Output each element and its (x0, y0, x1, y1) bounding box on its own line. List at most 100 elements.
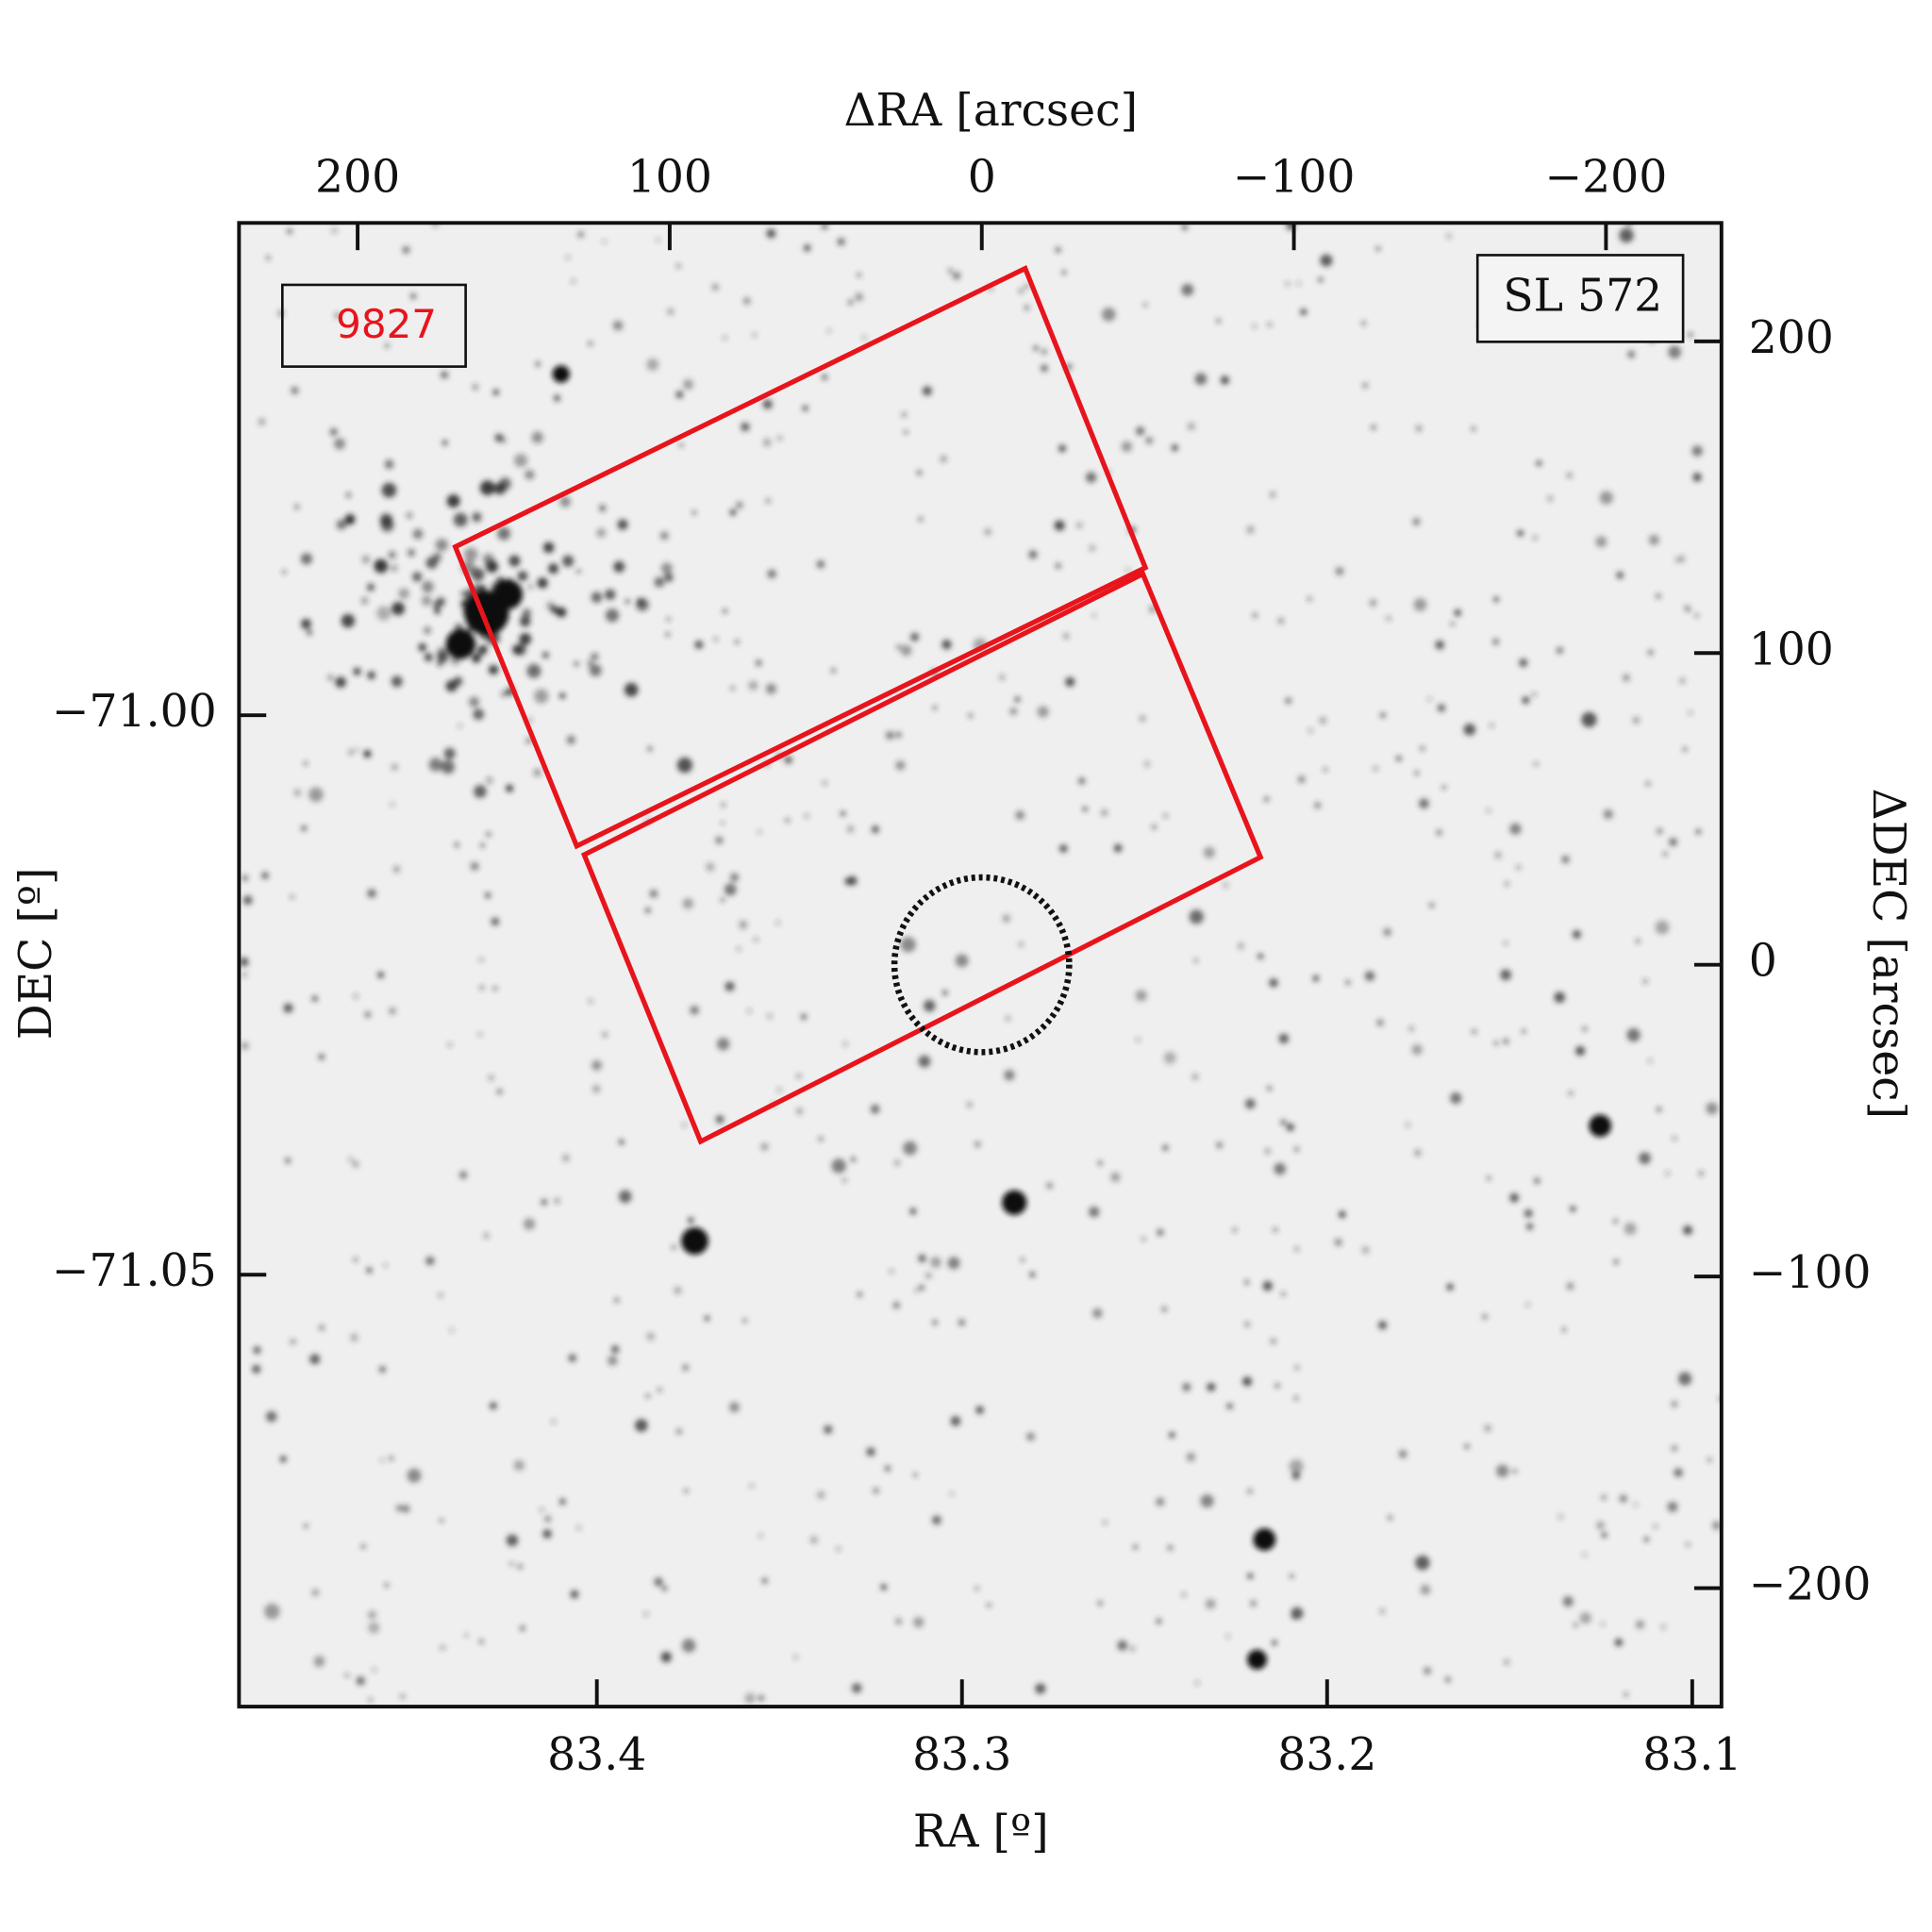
star (542, 1529, 552, 1539)
star (1635, 939, 1641, 943)
star (1671, 1445, 1677, 1452)
star (1149, 606, 1157, 613)
star (1619, 1494, 1627, 1503)
star (279, 1456, 287, 1463)
star (1267, 322, 1273, 327)
star (1216, 1141, 1224, 1149)
star (425, 1256, 435, 1266)
star (367, 1610, 377, 1620)
star (391, 763, 398, 771)
footprint (580, 570, 1264, 1145)
star (681, 1639, 696, 1653)
star (1033, 345, 1039, 351)
star (1364, 971, 1375, 981)
star (478, 1639, 484, 1644)
star (1655, 920, 1670, 935)
star (1493, 596, 1499, 603)
star (535, 361, 541, 367)
star (1647, 649, 1654, 656)
star (313, 1656, 325, 1667)
star (713, 637, 718, 641)
star (1504, 1658, 1510, 1665)
star (605, 589, 616, 600)
star (762, 438, 772, 447)
star (1156, 1618, 1162, 1624)
star (840, 810, 846, 817)
star (531, 431, 543, 443)
star (576, 569, 581, 574)
star (571, 278, 575, 284)
star (1494, 851, 1502, 859)
star (1216, 318, 1221, 324)
top-tick-label: 200 (315, 152, 400, 204)
star (1205, 1598, 1216, 1609)
star (1163, 1051, 1176, 1064)
star (756, 659, 762, 667)
star (1665, 1171, 1670, 1176)
star (484, 891, 491, 899)
bottom-tick-label: 83.1 (1642, 1729, 1741, 1781)
star (679, 442, 684, 447)
star (341, 613, 356, 628)
star (1601, 1494, 1607, 1501)
star (541, 651, 549, 659)
star (479, 480, 495, 496)
star (605, 608, 620, 623)
star (1525, 1302, 1530, 1307)
star (824, 1424, 833, 1434)
star (1286, 1123, 1294, 1131)
star (1495, 1464, 1509, 1478)
star (857, 273, 861, 277)
star (367, 889, 376, 898)
star (294, 504, 300, 509)
star (1225, 1634, 1230, 1639)
star (1289, 1458, 1304, 1474)
star (818, 1136, 824, 1141)
star (519, 615, 531, 627)
star (1194, 373, 1208, 386)
star (1516, 865, 1521, 870)
star (667, 308, 675, 315)
star (377, 971, 385, 978)
star (438, 1292, 443, 1298)
star (1274, 1162, 1287, 1175)
star (1600, 1622, 1605, 1626)
star (1186, 1452, 1196, 1462)
star (1097, 1160, 1103, 1166)
star (664, 573, 674, 582)
star (1662, 852, 1668, 857)
star (1203, 846, 1215, 858)
star (242, 972, 248, 978)
star (974, 1586, 979, 1591)
star (283, 1003, 293, 1013)
star (1167, 1544, 1174, 1551)
star (1603, 808, 1613, 820)
star (481, 644, 488, 651)
star (566, 735, 575, 744)
star (1018, 941, 1024, 947)
star (1509, 1192, 1520, 1203)
star (1522, 1029, 1526, 1034)
star (242, 895, 253, 906)
star (1277, 617, 1285, 625)
star (610, 1344, 620, 1354)
star (711, 283, 719, 291)
star (1246, 525, 1255, 534)
star (1691, 445, 1703, 457)
star (1110, 1172, 1121, 1182)
star (1181, 283, 1194, 296)
star (398, 588, 409, 599)
star (1274, 1383, 1280, 1389)
star (389, 1008, 396, 1015)
star (1695, 828, 1702, 835)
star (541, 1198, 548, 1206)
star (1152, 824, 1157, 829)
star (952, 271, 961, 280)
star (1557, 1514, 1563, 1520)
star (1296, 281, 1301, 286)
star (587, 659, 593, 667)
star (1562, 1596, 1574, 1607)
star (1273, 1227, 1278, 1233)
star (949, 1491, 955, 1496)
star (407, 1468, 422, 1483)
